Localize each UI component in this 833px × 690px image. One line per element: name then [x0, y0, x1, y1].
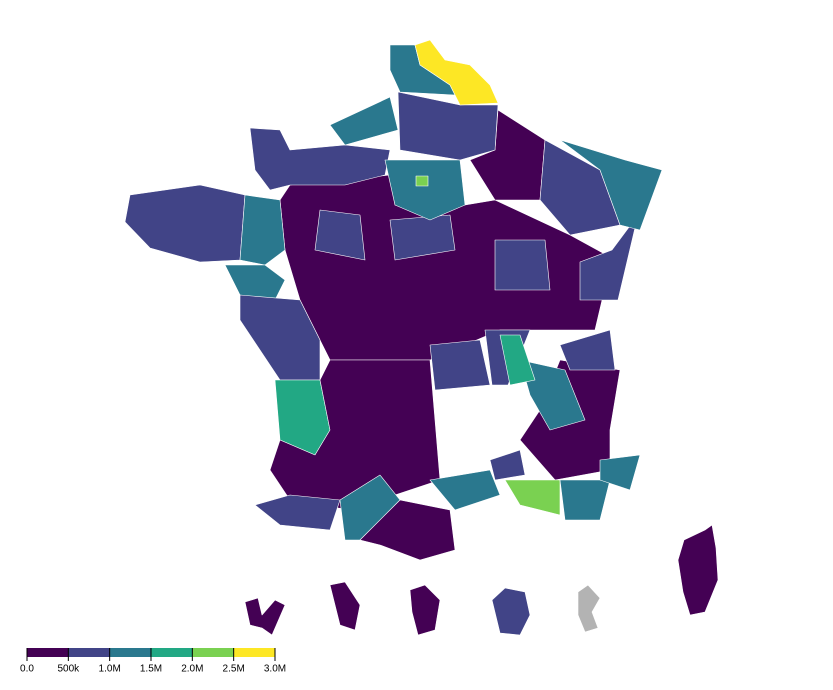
department: [414, 39, 499, 106]
department: [599, 454, 641, 491]
department: [254, 494, 341, 531]
legend-swatch: [109, 648, 151, 657]
department: [409, 584, 441, 636]
department: [124, 184, 246, 263]
department: [244, 597, 286, 636]
legend-tick-label: 2.0M: [181, 664, 203, 675]
department: [577, 584, 601, 633]
department: [559, 479, 611, 521]
department: [429, 339, 491, 391]
legend-tick-label: 0.0: [20, 664, 34, 675]
department: [499, 334, 536, 386]
department: [504, 479, 561, 516]
department: [359, 499, 456, 561]
legend-tick-label: 1.0M: [99, 664, 121, 675]
department: [415, 175, 429, 187]
department: [269, 359, 441, 511]
legend-tick-label: 2.5M: [223, 664, 245, 675]
department: [519, 359, 586, 431]
legend-swatch: [151, 648, 193, 657]
department: [429, 469, 501, 511]
legend-tick-label: 3.0M: [264, 664, 286, 675]
department: [579, 214, 639, 301]
department: [489, 449, 526, 481]
department: [314, 209, 366, 261]
legend-swatch: [192, 648, 234, 657]
department: [677, 524, 719, 616]
legend-tick-label: 1.5M: [140, 664, 162, 675]
department: [494, 239, 551, 291]
department: [224, 264, 286, 301]
departments: [124, 39, 719, 636]
department: [559, 139, 663, 231]
department: [384, 159, 466, 221]
department: [239, 194, 286, 266]
legend-swatch: [233, 648, 275, 657]
department: [329, 581, 361, 631]
department: [559, 329, 616, 371]
legend-swatch: [27, 648, 69, 657]
department: [491, 587, 531, 636]
legend-swatch: [68, 648, 110, 657]
legend: 0.0 500k 1.0M 1.5M 2.0M 2.5M 3.0M: [20, 648, 286, 675]
department: [329, 96, 399, 146]
legend-tick-label: 500k: [57, 664, 80, 675]
department: [539, 139, 621, 236]
department: [249, 127, 391, 191]
